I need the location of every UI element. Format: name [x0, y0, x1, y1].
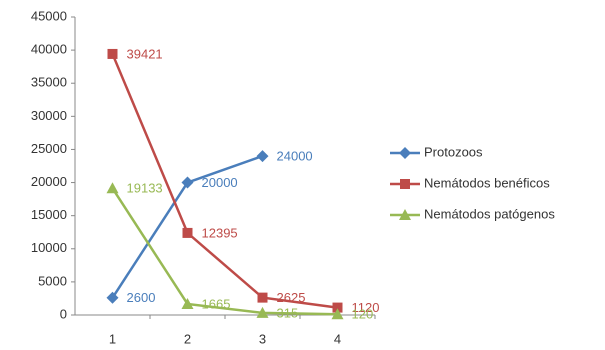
data-label: 12395: [202, 225, 238, 240]
marker: [107, 48, 118, 59]
y-tick-label: 0: [60, 306, 67, 321]
series-line: [111, 53, 338, 309]
marker: [399, 147, 411, 159]
marker: [181, 176, 194, 189]
x-tick-label: 1: [109, 331, 116, 346]
marker: [399, 209, 411, 220]
data-label: 20000: [202, 175, 238, 190]
data-label: 2625: [277, 290, 306, 305]
y-tick-label: 5000: [38, 273, 67, 288]
data-label: 1665: [202, 296, 231, 311]
marker: [181, 297, 194, 309]
y-tick-label: 20000: [31, 174, 67, 189]
x-tick-label: 4: [334, 331, 341, 346]
legend-label: Nemátodos benéficos: [424, 175, 550, 190]
data-label: 24000: [277, 149, 313, 164]
marker: [331, 308, 344, 320]
y-tick-label: 40000: [31, 42, 67, 57]
marker: [182, 227, 193, 238]
data-label: 39421: [127, 46, 163, 61]
data-label: 120: [352, 307, 374, 322]
data-label: 2600: [127, 290, 156, 305]
y-tick-label: 45000: [31, 8, 67, 23]
data-label: 19133: [127, 181, 163, 196]
series-line: [111, 187, 338, 316]
marker: [256, 306, 269, 318]
y-tick-label: 35000: [31, 75, 67, 90]
legend-label: Nemátodos patógenos: [424, 206, 555, 221]
data-label: 1120: [352, 300, 380, 315]
y-tick-label: 15000: [31, 207, 67, 222]
y-tick-label: 30000: [31, 108, 67, 123]
data-label: 315: [277, 305, 299, 320]
marker: [106, 291, 119, 304]
marker: [106, 182, 119, 194]
legend-label: Protozoos: [424, 144, 483, 159]
y-tick-label: 25000: [31, 141, 67, 156]
marker: [400, 179, 410, 189]
x-tick-label: 2: [184, 331, 191, 346]
marker: [332, 302, 343, 313]
y-tick-label: 10000: [31, 240, 67, 255]
marker: [256, 150, 269, 163]
x-tick-label: 3: [259, 331, 266, 346]
marker: [257, 292, 268, 303]
